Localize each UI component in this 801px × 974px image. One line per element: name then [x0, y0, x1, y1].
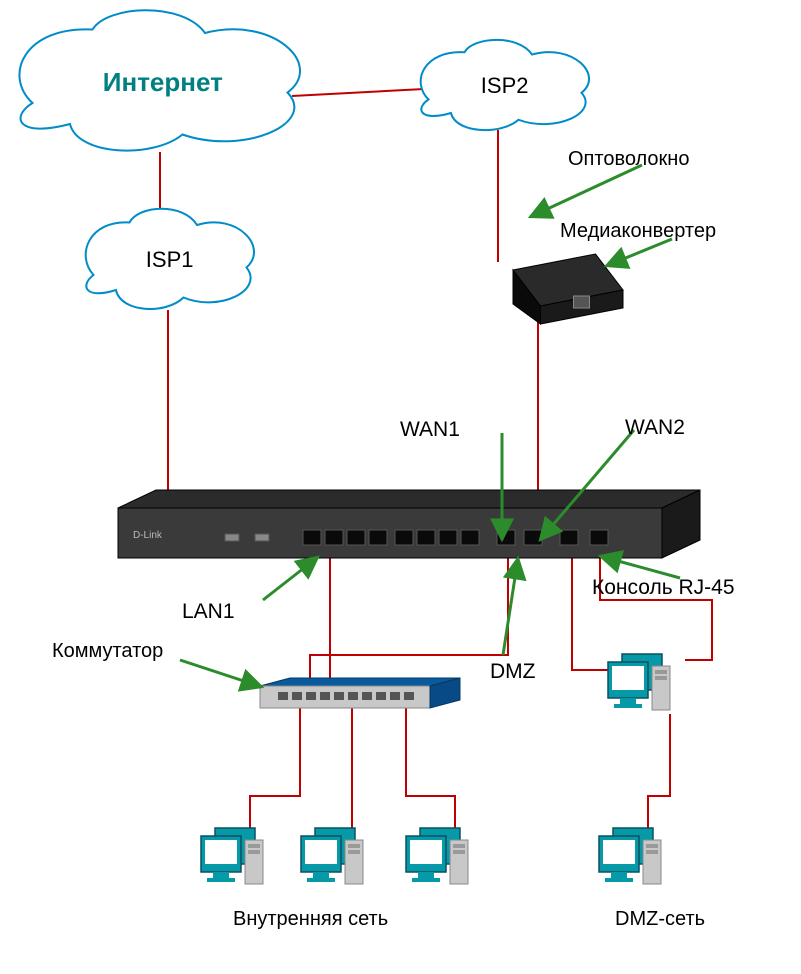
switch-port: [560, 530, 578, 545]
connection-line: [572, 558, 670, 670]
label: Внутренняя сеть: [233, 908, 388, 931]
pointer-arrow: [180, 660, 262, 687]
pc-icon: [201, 828, 263, 884]
label: DMZ: [490, 660, 536, 684]
label: ISP1: [146, 247, 194, 273]
label: Оптоволокно: [568, 148, 689, 171]
lan-switch: [260, 678, 460, 708]
switch-port: [590, 530, 608, 545]
pointer-arrow: [606, 239, 672, 266]
switch-port: [395, 530, 413, 545]
switch-port: [497, 530, 515, 545]
switch-port: [524, 530, 542, 545]
pointer-arrow: [503, 558, 518, 655]
pointer-arrow: [263, 557, 318, 600]
pointer-arrow: [530, 165, 642, 217]
label: ISP2: [481, 73, 529, 99]
label: Интернет: [103, 67, 223, 98]
switch-port: [347, 530, 365, 545]
label: DMZ-сеть: [615, 908, 705, 931]
label: LAN1: [182, 600, 235, 624]
switch-port: [439, 530, 457, 545]
connection-line: [600, 558, 712, 660]
connection-line: [292, 89, 424, 96]
label: WAN2: [625, 416, 685, 440]
switch-port: [417, 530, 435, 545]
switch-port: [461, 530, 479, 545]
pc-icon: [406, 828, 468, 884]
svg-text:D-Link: D-Link: [133, 530, 163, 541]
connection-line: [310, 558, 508, 680]
pc-icon: [301, 828, 363, 884]
firewall-switch: D-Link: [118, 490, 700, 558]
connection-line: [648, 714, 670, 830]
connection-line: [406, 706, 455, 830]
connection-line: [250, 706, 300, 830]
pc-icon: [599, 828, 661, 884]
label: Медиаконвертер: [560, 220, 716, 243]
switch-port: [369, 530, 387, 545]
pointer-arrow: [600, 556, 680, 578]
switch-port: [325, 530, 343, 545]
label: Коммутатор: [52, 640, 163, 663]
switch-port: [303, 530, 321, 545]
label: Консоль RJ-45: [592, 576, 735, 600]
pc-icon: [608, 654, 670, 710]
label: WAN1: [400, 418, 460, 442]
